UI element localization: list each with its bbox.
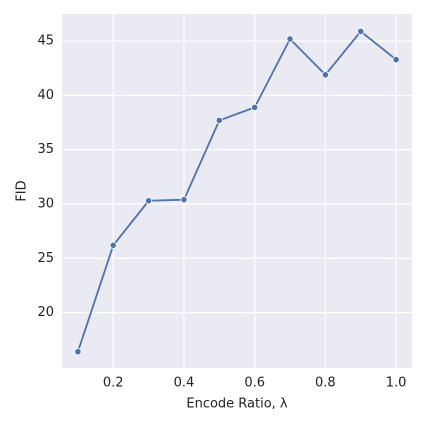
point	[180, 196, 188, 204]
plot-area	[62, 14, 412, 368]
point	[392, 56, 400, 64]
x-tick-label: 0.8	[315, 376, 336, 391]
x-tick-label: 1.0	[386, 376, 407, 391]
grid	[62, 14, 412, 368]
x-tick-label: 0.6	[244, 376, 265, 391]
y-tick-label: 40	[37, 88, 54, 103]
y-tick-label: 25	[37, 251, 54, 266]
point	[74, 348, 82, 356]
point	[286, 35, 294, 43]
line	[77, 30, 397, 352]
x-tick-label: 0.2	[103, 376, 124, 391]
x-axis-label: Encode Ratio, λ	[186, 397, 288, 412]
point	[357, 27, 365, 35]
x-tick-label: 0.4	[174, 376, 195, 391]
y-tick-label: 20	[37, 305, 54, 320]
point	[145, 197, 153, 205]
y-tick-label: 30	[37, 197, 54, 212]
y-tick-label: 35	[37, 142, 54, 157]
y-axis-label: FID	[15, 180, 30, 201]
point	[215, 116, 223, 125]
point	[109, 241, 117, 249]
y-tick-label: 45	[37, 34, 54, 49]
point	[321, 71, 329, 79]
point	[251, 103, 259, 111]
